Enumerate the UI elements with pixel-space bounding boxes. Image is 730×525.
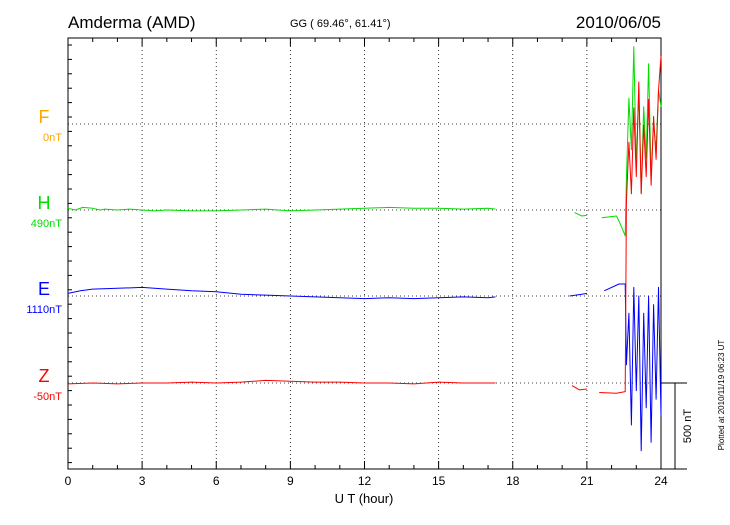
x-tick-label: 15	[432, 474, 446, 488]
plotted-note: Plotted at 2010/11/19 06:23 UT	[717, 340, 726, 451]
component-label-h: H	[38, 193, 51, 213]
scale-bar-label: 500 nT	[682, 409, 694, 444]
series-trace-z	[67, 379, 496, 385]
x-tick-label: 24	[654, 474, 668, 488]
baseline-label-f: 0nT	[43, 132, 62, 144]
x-tick-label: 9	[287, 474, 294, 488]
series-layer	[67, 46, 662, 452]
x-tick-label: 12	[358, 474, 372, 488]
series-trace-z	[571, 385, 587, 391]
baseline-label-z: -50nT	[33, 391, 62, 403]
x-tick-label: 6	[213, 474, 220, 488]
series-trace-e	[67, 286, 496, 300]
component-label-f: F	[39, 107, 50, 127]
series-trace-h	[601, 46, 662, 237]
x-tick-label: 18	[506, 474, 520, 488]
x-tick-label: 21	[580, 474, 594, 488]
x-tick-label: 0	[65, 474, 72, 488]
date-label: 2010/06/05	[576, 13, 661, 32]
baseline-label-h: 490nT	[31, 218, 62, 230]
component-label-z: Z	[39, 366, 50, 386]
series-trace-e	[569, 292, 587, 297]
series-trace-h	[574, 212, 587, 217]
x-axis-label: U T (hour)	[335, 491, 394, 506]
series-trace-e	[603, 283, 662, 452]
grid-layer	[68, 38, 663, 469]
component-label-e: E	[38, 279, 50, 299]
x-tick-label: 3	[139, 474, 146, 488]
coords-label: GG ( 69.46°, 61.41°)	[290, 18, 391, 30]
baseline-label-e: 1110nT	[26, 304, 62, 316]
scale-bar: 500 nT	[661, 382, 694, 470]
series-trace-h	[67, 206, 496, 212]
component-labels: F 0nT H 490nT E 1110nT Z -50nT	[26, 107, 62, 403]
ticks-layer: 0 3 6 9 12 15 18 21 24	[65, 38, 668, 488]
station-title: Amderma (AMD)	[68, 13, 196, 32]
series-trace-z	[599, 56, 662, 394]
